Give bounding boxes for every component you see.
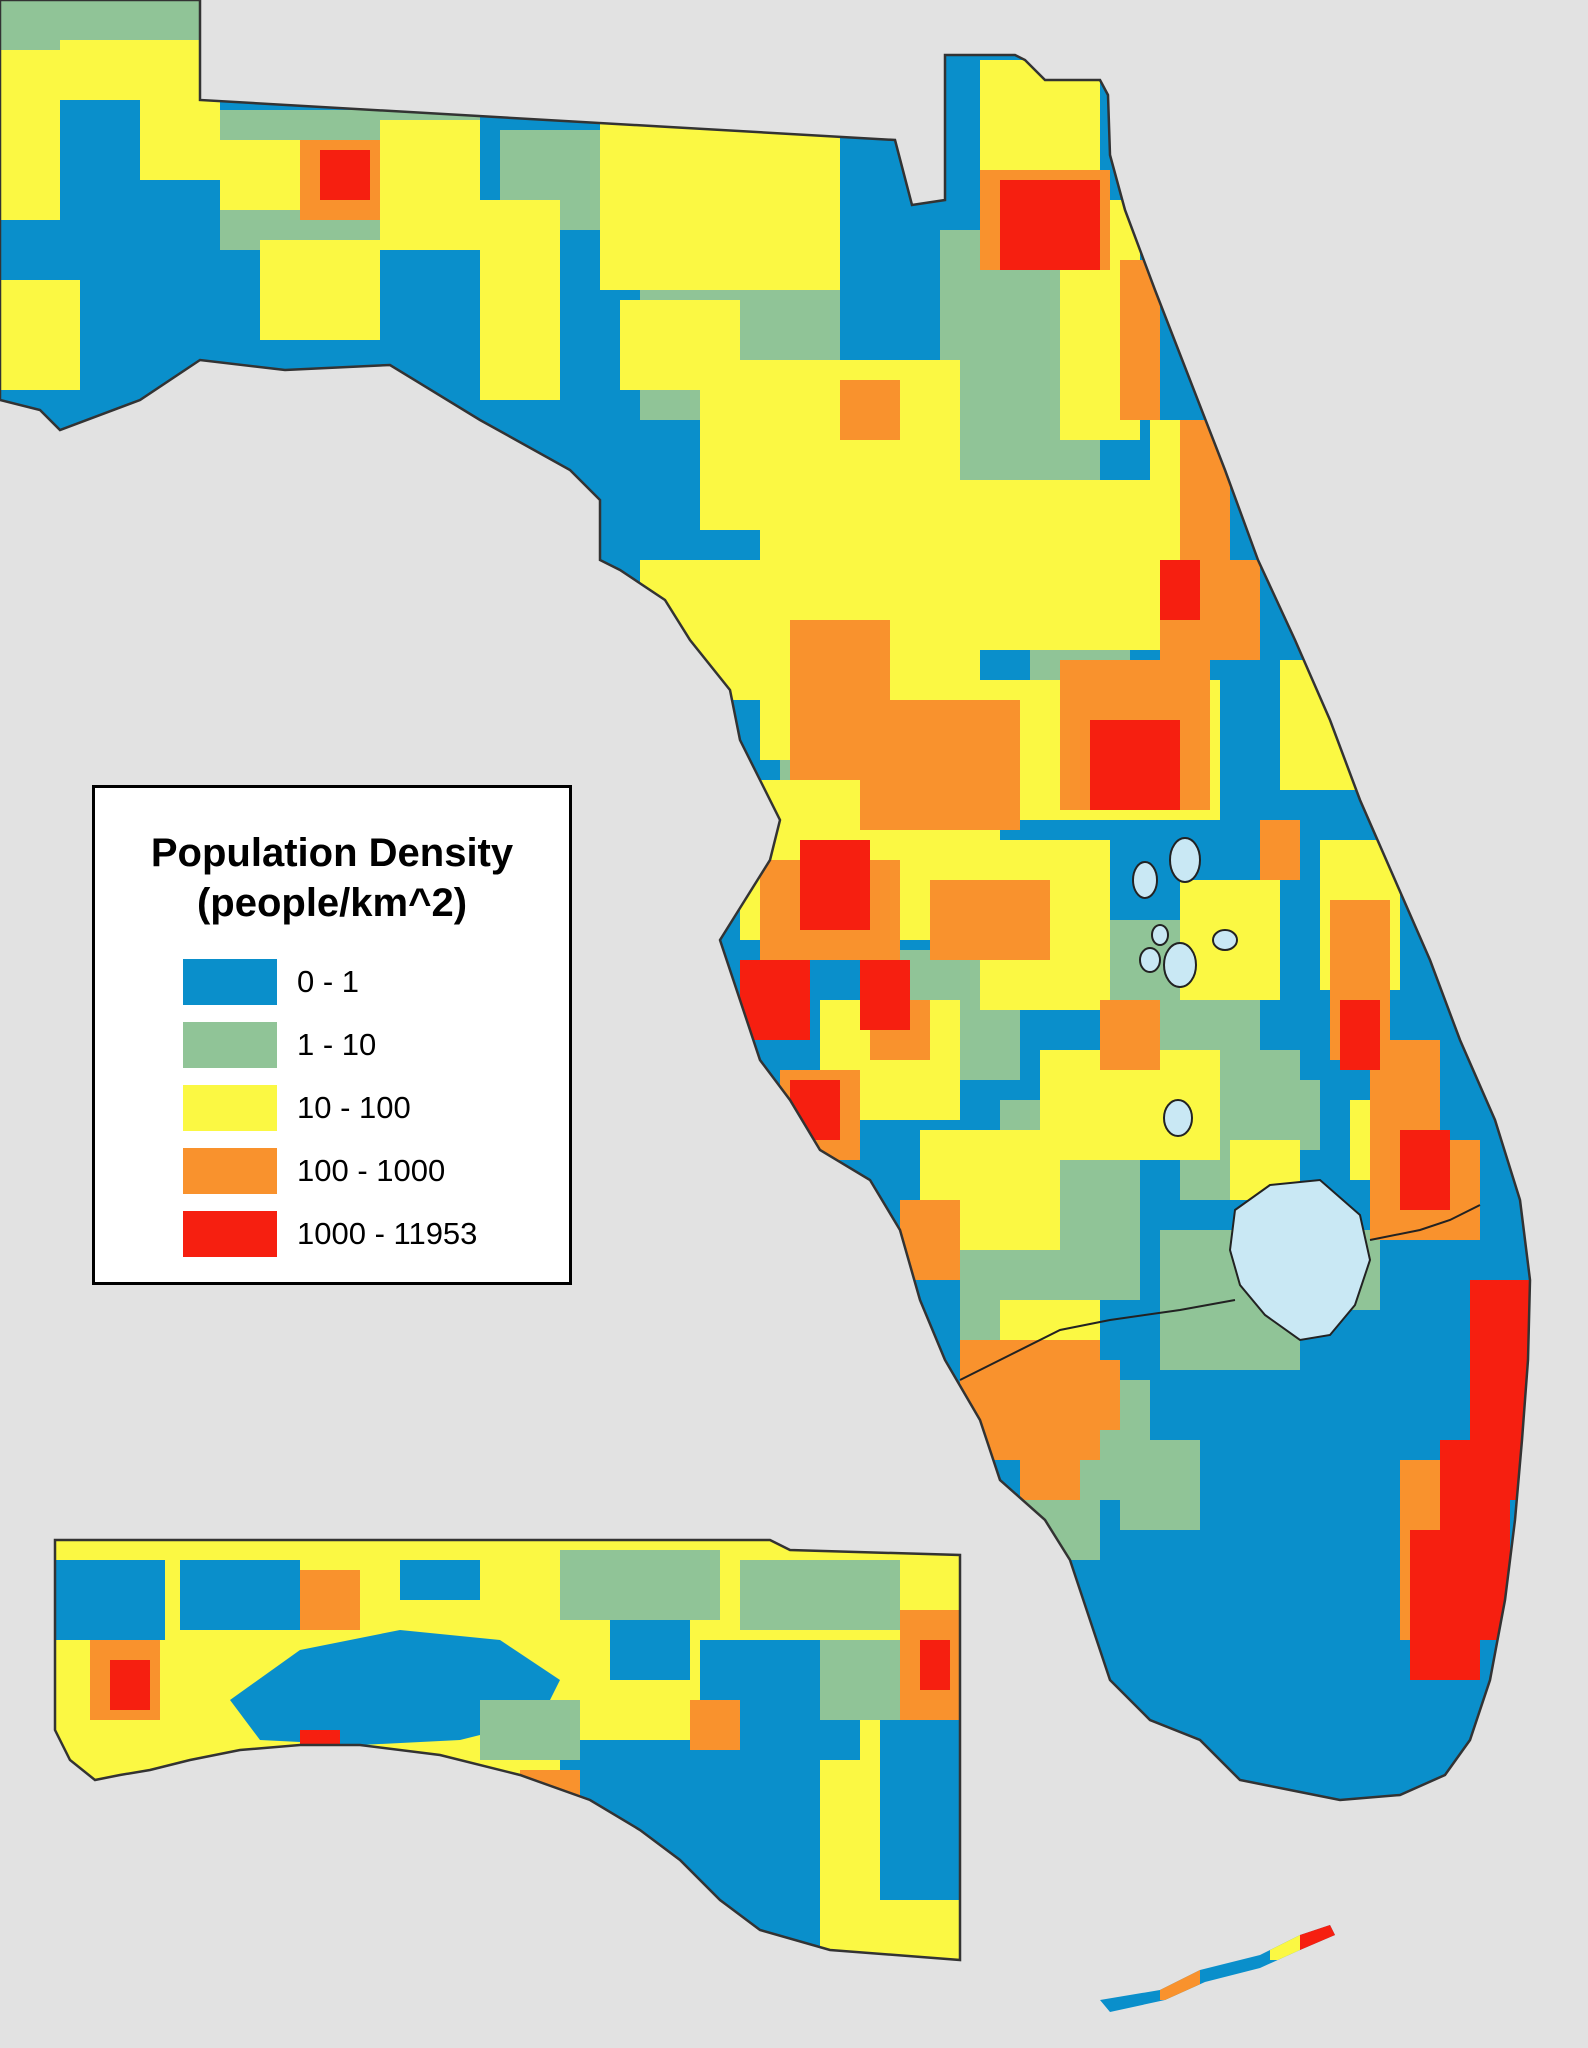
florida-keys bbox=[1100, 1925, 1335, 2012]
legend-title-line2: (people/km^2) bbox=[196, 881, 468, 925]
legend-title: Population Density (people/km^2) bbox=[95, 828, 569, 928]
legend-swatch bbox=[183, 1211, 277, 1257]
legend-label: 1000 - 11953 bbox=[297, 1216, 478, 1251]
legend-swatch bbox=[183, 1085, 277, 1131]
legend-title-line1: Population Density bbox=[150, 831, 514, 875]
legend-label: 1 - 10 bbox=[297, 1027, 377, 1062]
inset-map-raster bbox=[55, 1540, 960, 1960]
legend-label: 0 - 1 bbox=[297, 964, 360, 999]
rivers bbox=[959, 1204, 1481, 1381]
legend-label: 10 - 100 bbox=[297, 1090, 411, 1125]
legend-item: 1000 - 11953 bbox=[183, 1210, 477, 1258]
map-legend: Population Density (people/km^2) 0 - 1 1… bbox=[92, 785, 572, 1285]
legend-swatch bbox=[183, 1022, 277, 1068]
legend-swatch bbox=[183, 959, 277, 1005]
legend-swatch bbox=[183, 1148, 277, 1194]
legend-item: 1 - 10 bbox=[183, 1021, 477, 1069]
legend-item: 0 - 1 bbox=[183, 958, 477, 1006]
legend-item: 100 - 1000 bbox=[183, 1147, 477, 1195]
legend-items: 0 - 1 1 - 10 10 - 100 100 - 1000 1000 - … bbox=[183, 958, 477, 1273]
legend-label: 100 - 1000 bbox=[297, 1153, 446, 1188]
legend-item: 10 - 100 bbox=[183, 1084, 477, 1132]
lakes bbox=[1132, 837, 1372, 1342]
